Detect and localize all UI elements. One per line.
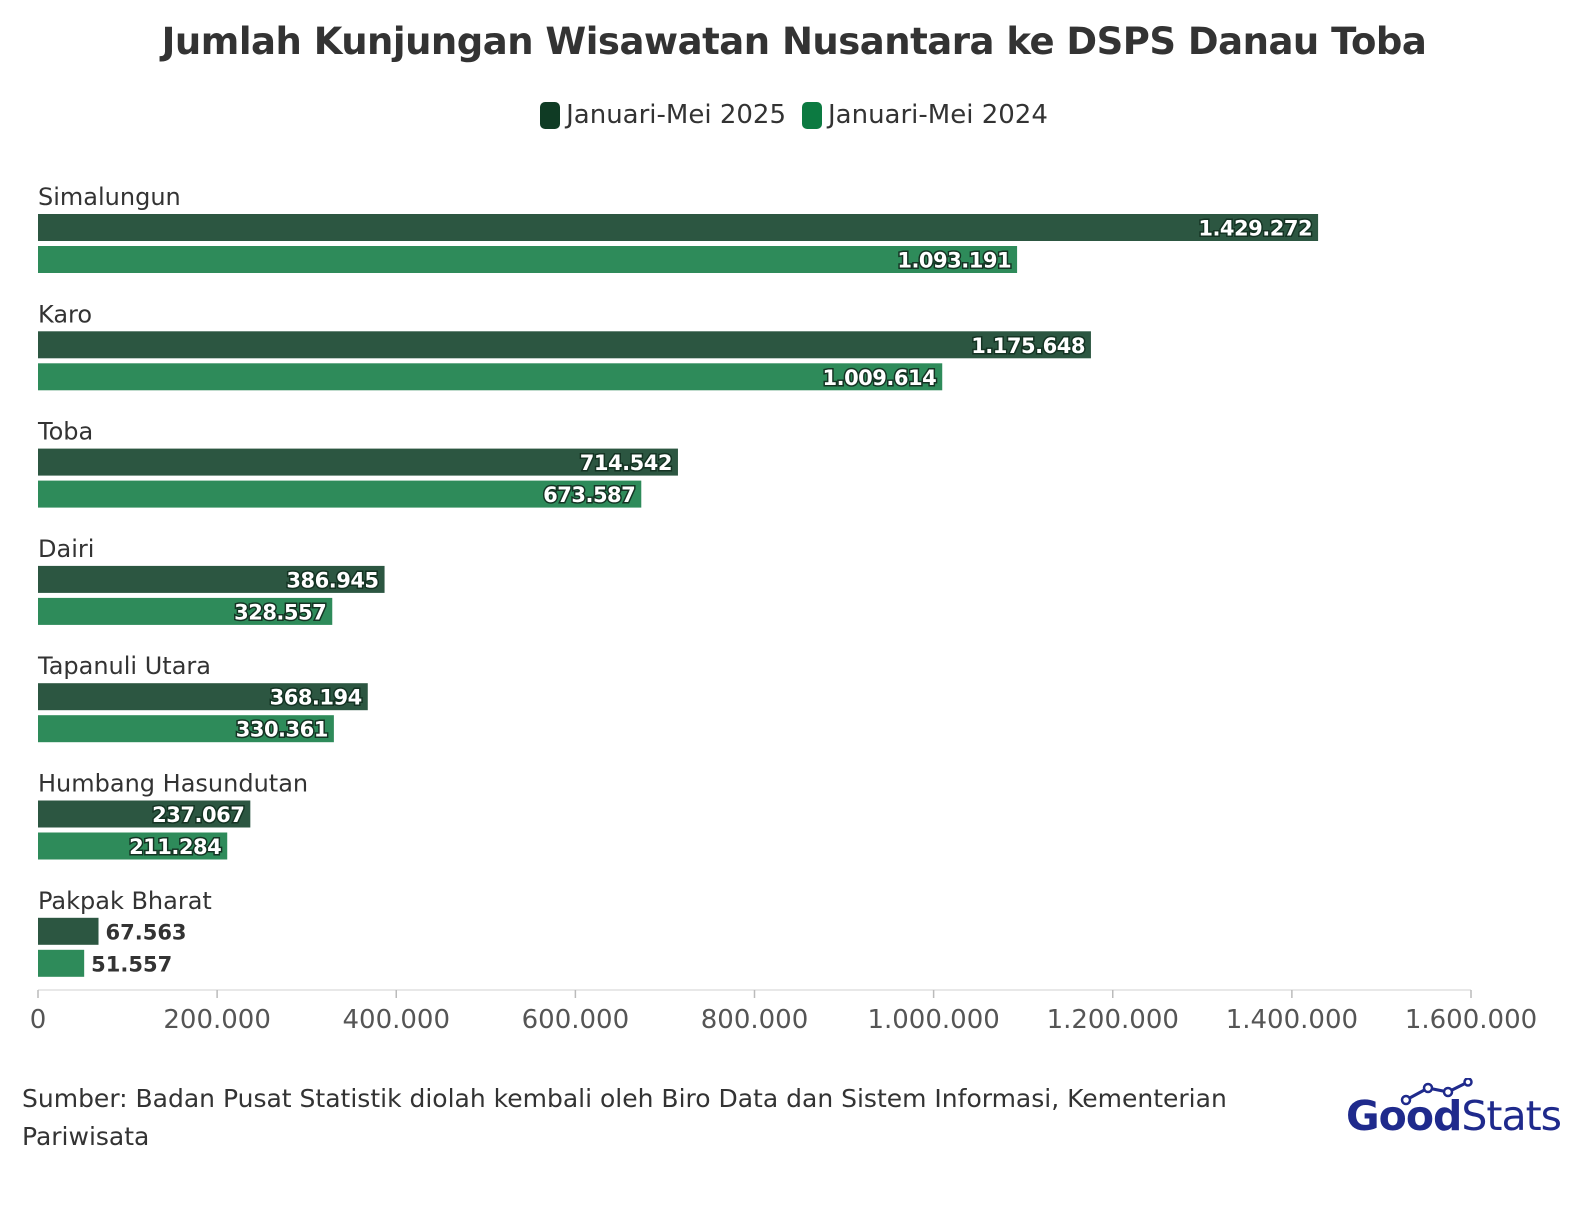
x-tick-label-2: 400.000 <box>342 1005 450 1035</box>
bar-dairi-2024 <box>38 597 333 625</box>
bar-simalungun-2025 <box>38 214 1319 241</box>
bar-toba-2024 <box>38 480 642 508</box>
legend-swatch-2025 <box>540 101 561 129</box>
data-label-tapanuli-utara-2024: 330.361 <box>236 718 328 742</box>
legend-item-2025[interactable]: Januari-Mei 2025 <box>540 100 786 130</box>
chart-legend: Januari-Mei 2025 Januari-Mei 2024 <box>0 100 1588 130</box>
x-tick-label-7: 1.400.000 <box>1226 1005 1358 1035</box>
x-tick-label-1: 200.000 <box>163 1005 271 1035</box>
data-label-karo-2025: 1.175.648 <box>971 334 1085 358</box>
x-tick-label-6: 1.200.000 <box>1047 1005 1179 1035</box>
logo-good: Good <box>1346 1092 1462 1140</box>
legend-label-2024: Januari-Mei 2024 <box>828 100 1048 130</box>
legend-item-2024[interactable]: Januari-Mei 2024 <box>802 100 1048 130</box>
x-tick-label-5: 1.000.000 <box>867 1005 999 1035</box>
data-label-dairi-2024: 328.557 <box>234 600 326 624</box>
category-label-toba: Toba <box>37 418 93 446</box>
bar-simalungun-2024 <box>38 246 1018 273</box>
legend-swatch-2024 <box>802 101 822 129</box>
logo-wordmark: GoodStats <box>1346 1092 1562 1140</box>
data-label-humbang-hasundutan-2025: 237.067 <box>152 803 244 827</box>
category-label-tapanuli-utara: Tapanuli Utara <box>37 652 211 680</box>
data-label-toba-2025: 714.542 <box>580 451 672 475</box>
data-label-simalungun-2024: 1.093.191 <box>897 249 1011 273</box>
bar-tapanuli-utara-2024 <box>38 715 334 743</box>
category-label-dairi: Dairi <box>38 535 94 563</box>
data-label-dairi-2025: 386.945 <box>286 568 378 592</box>
bar-pakpak-bharat-2024 <box>38 949 85 977</box>
source-note: Sumber: Badan Pusat Statistik diolah kem… <box>22 1084 1227 1151</box>
bar-toba-2025 <box>38 448 678 476</box>
bar-tapanuli-utara-2025 <box>38 683 368 711</box>
legend-label-2025: Januari-Mei 2025 <box>566 100 786 130</box>
data-label-pakpak-bharat-2025: 67.563 <box>106 920 187 944</box>
data-label-tapanuli-utara-2025: 368.194 <box>270 686 362 710</box>
chart-title: Jumlah Kunjungan Wisawatan Nusantara ke … <box>161 20 1427 63</box>
goodstats-logo: GoodStats <box>1346 1078 1562 1144</box>
category-label-humbang-hasundutan: Humbang Hasundutan <box>38 770 308 798</box>
data-label-humbang-hasundutan-2024: 211.284 <box>129 835 221 859</box>
data-label-pakpak-bharat-2024: 51.557 <box>91 952 172 976</box>
bar-pakpak-bharat-2025 <box>38 917 99 945</box>
x-tick-label-3: 600.000 <box>522 1005 630 1035</box>
data-label-karo-2024: 1.009.614 <box>822 366 936 390</box>
logo-stats: Stats <box>1461 1092 1562 1140</box>
bar-chart: Simalungun 1.429.272 1.093.191 Karo 1.175.64… <box>30 183 1537 1035</box>
category-label-simalungun: Simalungun <box>38 183 181 211</box>
bar-karo-2025 <box>38 331 1091 359</box>
x-tick-label-0: 0 <box>30 1005 47 1035</box>
data-label-simalungun-2025: 1.429.272 <box>1198 217 1312 241</box>
bar-karo-2024 <box>38 363 943 391</box>
category-label-karo: Karo <box>38 300 92 328</box>
data-label-toba-2024: 673.587 <box>543 483 635 507</box>
x-tick-label-4: 800.000 <box>701 1005 809 1035</box>
bar-humbang-hasundutan-2024 <box>38 832 228 860</box>
bar-dairi-2025 <box>38 565 385 593</box>
x-tick-label-8: 1.600.000 <box>1405 1005 1537 1035</box>
logo-graph-icon <box>1400 1078 1473 1106</box>
bar-humbang-hasundutan-2025 <box>38 800 251 828</box>
category-label-pakpak-bharat: Pakpak Bharat <box>38 887 212 915</box>
